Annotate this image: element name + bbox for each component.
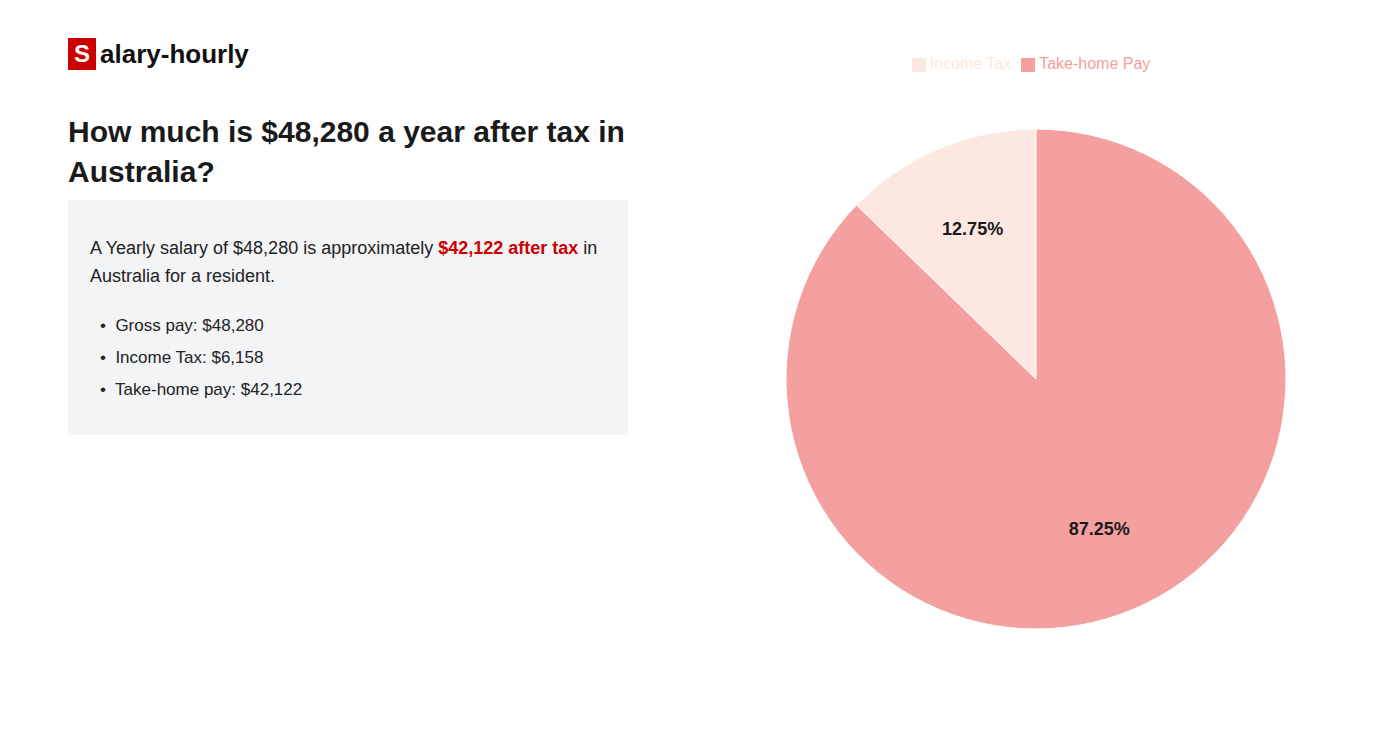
html-text:• Gross pay: $48,280: • Gross pay: $48,280 — [100, 316, 264, 335]
html-text:How much is $48,280 a year aft: How much is $48,280 a year after tax in — [68, 115, 625, 148]
html-text:Take-home Pay: Take-home Pay — [1039, 55, 1151, 72]
svg-text:12.75%: 12.75% — [942, 219, 1003, 239]
html-text:• Income Tax: $6,158: • Income Tax: $6,158 — [100, 348, 264, 367]
html-text:• Take-home pay: $42,122: • Take-home pay: $42,122 — [100, 380, 303, 399]
html-text:Australia for a resident.: Australia for a resident. — [90, 266, 276, 286]
html-text:Income Tax: Income Tax — [929, 55, 1012, 72]
svg-text:87.25%: 87.25% — [1069, 519, 1130, 539]
html-text:Australia?: Australia? — [68, 155, 215, 188]
html-text:S alary-hourly: S alary-hourly — [74, 38, 249, 69]
html-text:A Yearly salary of $48,280 is: A Yearly salary of $48,280 is approximat… — [90, 238, 598, 258]
